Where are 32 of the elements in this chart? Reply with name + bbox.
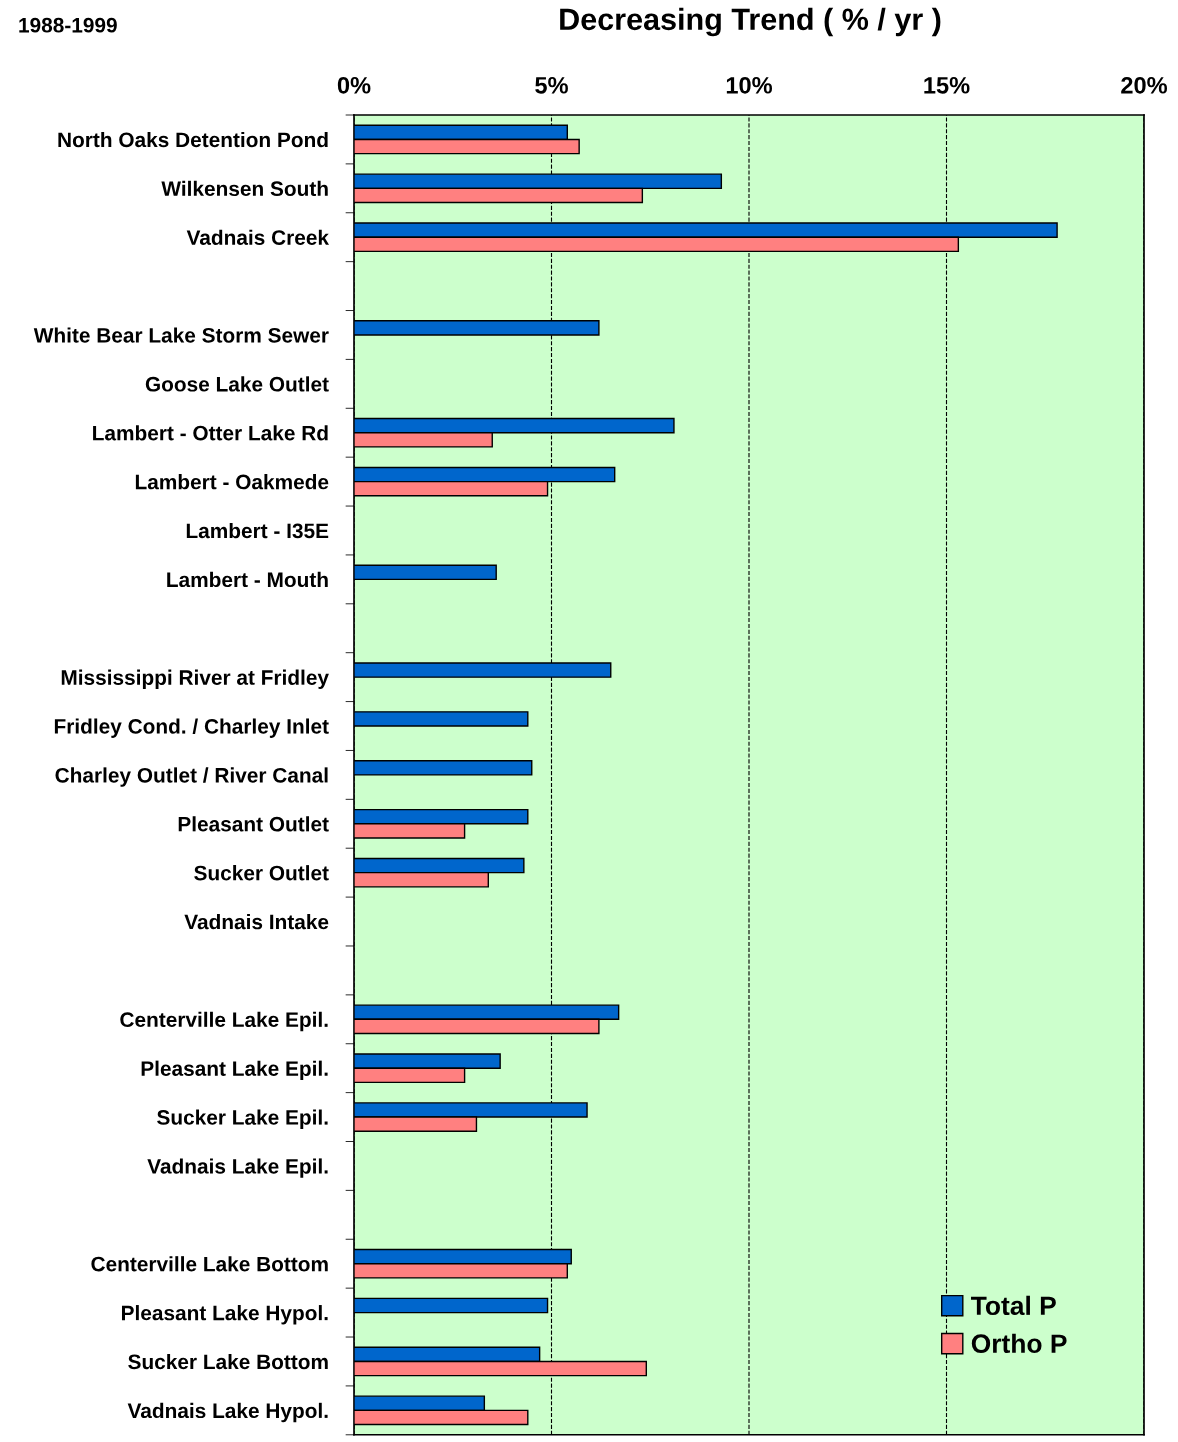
- x-tick-label: 5%: [535, 77, 568, 94]
- y-tick-label: Goose Lake Outlet: [145, 376, 329, 392]
- chart-title: Decreasing Trend ( % / yr ): [560, 7, 941, 37]
- x-tick-label: 0%: [337, 76, 371, 94]
- y-tick-label: Fridley Cond. / Charley Inlet: [54, 718, 329, 738]
- y-tick-label: Sucker Outlet: [194, 865, 329, 881]
- x-tick-label: 10%: [726, 76, 773, 94]
- y-tick-label: Sucker Lake Epil.: [157, 1109, 328, 1129]
- y-tick-label: Lambert - Mouth: [167, 571, 328, 588]
- y-tick-label: Vadnais Lake Hypol.: [127, 1402, 328, 1423]
- y-tick-label: Pleasant Outlet: [178, 816, 329, 832]
- y-tick-label: Vadnais Creek: [186, 229, 330, 245]
- y-tick-label: Sucker Lake Bottom: [128, 1353, 328, 1370]
- y-tick-label: Centerville Lake Bottom: [91, 1256, 328, 1272]
- y-tick-label: Lambert - I35E: [186, 522, 329, 539]
- legend-label: Total P: [971, 1295, 1056, 1316]
- text: 1988-1999: [19, 17, 117, 33]
- y-tick-label: Pleasant Lake Epil.: [141, 1060, 328, 1081]
- y-tick-label: Lambert - Oakmede: [135, 474, 329, 490]
- y-tick-label: North Oaks Detention Pond: [58, 131, 328, 148]
- x-tick-label: 20%: [1121, 76, 1168, 94]
- y-tick-label: Vadnais Lake Epil.: [147, 1158, 328, 1178]
- y-tick-label: Mississippi River at Fridley: [61, 669, 329, 689]
- y-tick-label: White Bear Lake Storm Sewer: [33, 327, 329, 343]
- y-tick-label: Charley Outlet / River Canal: [55, 767, 328, 787]
- legend-label: Ortho P: [971, 1333, 1067, 1354]
- y-tick-label: Pleasant Lake Hypol.: [121, 1305, 328, 1325]
- y-tick-label: Vadnais Intake: [184, 913, 329, 930]
- y-tick-label: Centerville Lake Epil.: [120, 1011, 328, 1032]
- x-tick-label: 15%: [924, 77, 970, 94]
- y-tick-label: Wilkensen South: [161, 180, 328, 197]
- y-tick-label: Lambert - Otter Lake Rd: [93, 425, 328, 441]
